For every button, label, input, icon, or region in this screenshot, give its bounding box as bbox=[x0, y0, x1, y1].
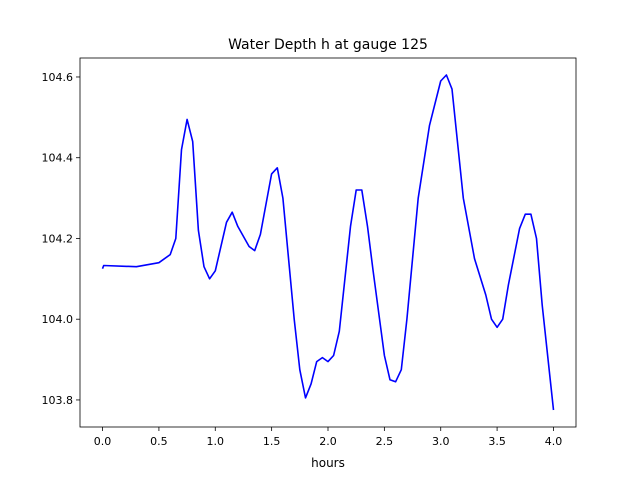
y-axis: 103.8 104.0 104.2 104.4 104.6 bbox=[42, 71, 80, 407]
plot-area bbox=[101, 74, 555, 411]
y-tick-label: 103.8 bbox=[42, 394, 74, 407]
x-tick-label: 0.5 bbox=[150, 435, 168, 448]
x-axis: 0.0 0.5 1.0 1.5 2.0 2.5 3.0 3.5 4.0 bbox=[94, 427, 562, 448]
y-tick-label: 104.2 bbox=[42, 232, 74, 245]
y-tick-label: 104.6 bbox=[42, 71, 74, 84]
y-tick-label: 104.4 bbox=[42, 152, 74, 165]
x-tick-label: 3.0 bbox=[432, 435, 450, 448]
x-tick-label: 0.0 bbox=[94, 435, 112, 448]
x-tick-label: 2.0 bbox=[319, 435, 337, 448]
x-tick-label: 2.5 bbox=[376, 435, 394, 448]
axes-frame bbox=[79, 57, 577, 428]
chart-title: Water Depth h at gauge 125 bbox=[228, 37, 428, 53]
series-line-h bbox=[101, 74, 555, 411]
x-tick-label: 3.5 bbox=[488, 435, 506, 448]
x-tick-label: 1.5 bbox=[263, 435, 281, 448]
x-tick-label: 4.0 bbox=[545, 435, 563, 448]
x-tick-label: 1.0 bbox=[207, 435, 225, 448]
y-tick-label: 104.0 bbox=[42, 313, 74, 326]
x-axis-label: hours bbox=[311, 456, 345, 470]
